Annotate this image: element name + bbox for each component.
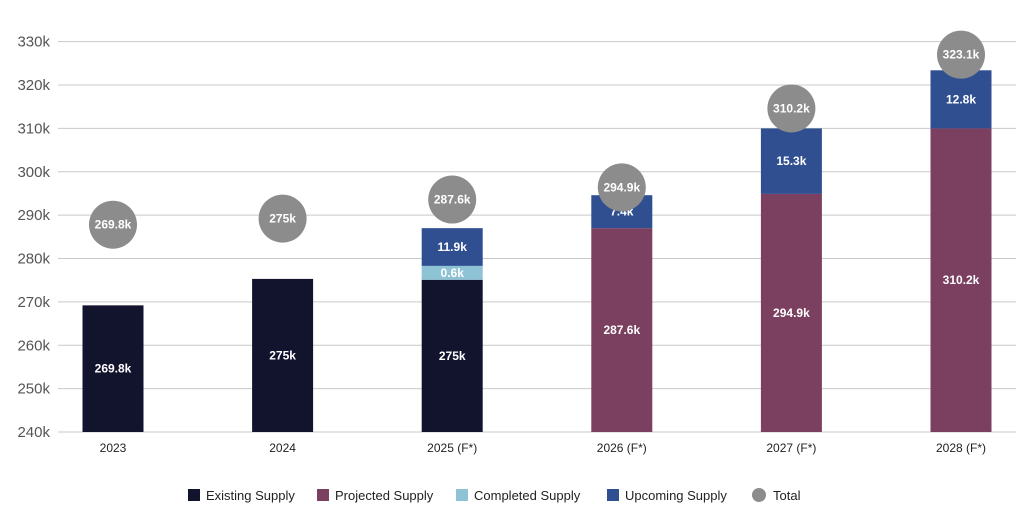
bar-segment-completed-supply [421,265,483,280]
total-marker [767,84,816,133]
bar-data-label: 0.6k [441,266,465,280]
bar-segment-upcoming-supply [760,128,822,194]
y-tick-label: 290k [17,207,50,224]
bar-data-label: 287.6k [603,323,640,337]
legend-label: Completed Supply [474,488,581,503]
bar-segment-upcoming-supply [930,70,992,129]
y-tick-label: 260k [17,337,50,354]
total-marker [89,200,137,249]
total-label: 294.9k [603,180,640,194]
legend-label: Projected Supply [335,488,434,503]
total-marker [428,175,477,224]
total-marker [597,163,646,212]
bar-data-label: 12.8k [946,92,976,106]
x-tick-label: 2028 (F*) [936,441,986,455]
bar-segment-projected-supply [760,193,822,432]
legend-swatch [456,489,468,501]
legend-label: Upcoming Supply [625,488,727,503]
legend-swatch [607,489,619,501]
bar-data-label: 294.9k [773,306,810,320]
y-tick-label: 320k [17,77,50,94]
x-tick-label: 2025 (F*) [427,441,477,455]
total-label: 323.1k [943,48,980,62]
y-tick-label: 240k [17,424,50,441]
bar-data-label: 275k [439,349,466,363]
y-axis-ticks: 240k 250k 260k 270k 280k 290k 300k 310k 320k 330k [17,34,50,441]
x-axis-labels: 2023 2024 2025 (F*) 2026 (F*) 2027 (F*) 2028 … [100,441,986,455]
y-tick-label: 300k [17,164,50,181]
total-label: 310.2k [773,101,810,115]
gridlines [58,41,1016,433]
legend-swatch [752,488,766,502]
bar-segment-projected-supply [591,228,653,432]
legend-swatch [317,489,329,501]
total-marker [937,30,985,79]
bar-segment-upcoming-supply [421,228,483,266]
y-tick-label: 250k [17,381,50,398]
x-tick-label: 2023 [100,441,127,455]
total-label: 287.6k [434,193,471,207]
legend-swatch [188,489,200,501]
total-label: 275k [269,212,296,226]
bar-segment-existing-supply [421,279,483,432]
x-tick-label: 2026 (F*) [597,441,647,455]
y-tick-label: 330k [17,34,50,51]
bar-segment-existing-supply [82,305,144,432]
bar-segment-existing-supply [252,278,314,432]
bar-data-label: 275k [269,348,296,362]
total-markers: 269.8k 275k 287.6k 294.9k 310.2k 323.1k [89,30,985,249]
bar-segment-projected-supply [930,128,992,433]
y-tick-label: 310k [17,120,50,137]
y-tick-label: 280k [17,251,50,268]
y-tick-label: 270k [17,294,50,311]
total-label: 269.8k [95,218,132,232]
x-tick-label: 2027 (F*) [766,441,816,455]
bar-data-label: 310.2k [943,273,980,287]
bar-data-label: 269.8k [95,362,132,376]
x-tick-label: 2024 [269,441,296,455]
bar-data-label: 15.3k [776,154,806,168]
legend-label: Existing Supply [206,488,295,503]
legend-label: Total [773,488,801,503]
legend: Existing Supply Projected Supply Completed… [188,488,801,503]
bar-data-label: 11.9k [438,240,468,254]
total-marker [258,194,307,243]
